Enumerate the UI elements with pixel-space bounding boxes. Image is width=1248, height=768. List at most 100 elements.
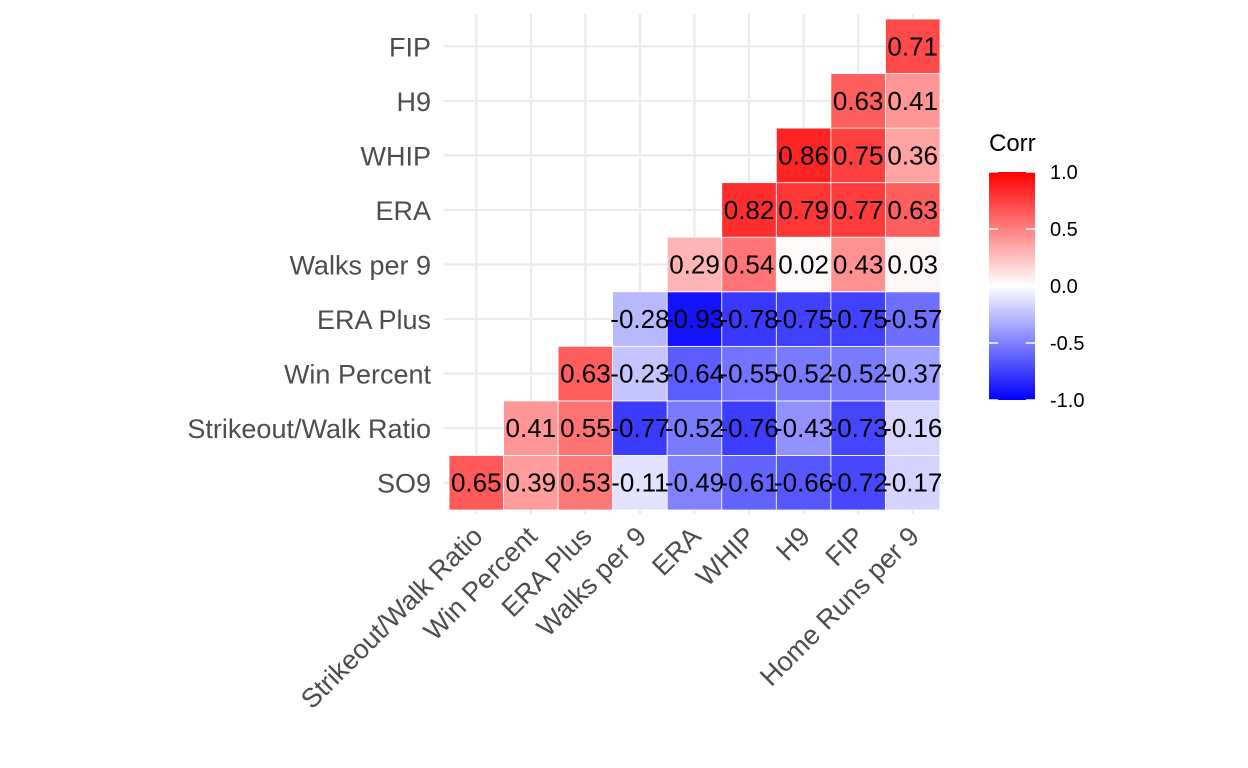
cell-value-label: 0.77 [833,195,884,225]
cell-value-label: -0.76 [719,413,778,443]
heatmap-cell [885,73,941,129]
cell-value-label: -0.72 [829,468,888,498]
cell-value-label: 0.82 [724,195,775,225]
cell-value-label: -0.73 [829,413,888,443]
heatmap-cell [666,400,723,456]
legend-tick-label: -0.5 [1050,333,1084,355]
heatmap-cell [885,400,941,456]
heatmap-cell [721,236,777,293]
cell-value-label: -0.37 [883,359,942,389]
legend-tick-label: 0.5 [1050,219,1078,241]
cell-value-label: 0.54 [724,250,775,280]
y-tick-label: ERA [375,196,431,226]
y-tick-label: H9 [396,87,431,117]
cell-value-label: -0.17 [883,468,942,498]
cell-value-label: -0.78 [719,304,778,334]
cell-value-label: -0.49 [665,468,724,498]
cell-value-label: -0.52 [829,359,888,389]
cell-value-label: -0.77 [610,413,669,443]
heatmap-cell [448,455,504,511]
cell-value-label: -0.23 [610,359,669,389]
heatmap-cell [721,455,777,511]
cell-value-label: 0.79 [778,195,829,225]
cell-value-label: -0.57 [883,304,942,334]
heatmap-cell [830,345,886,402]
cell-value-label: -0.61 [719,468,778,498]
heatmap-cell [775,400,832,456]
legend: Corr 1.0 0.5 0.0 -0.5 -1.0 [989,130,1084,412]
y-tick-label: WHIP [361,141,432,171]
heatmap-cells [448,18,941,511]
y-tick-label: Strikeout/Walk Ratio [187,414,431,444]
cell-value-label: 0.29 [669,250,720,280]
heatmap-cell [612,345,668,402]
cell-value-label: -0.16 [883,413,942,443]
cell-value-label: 0.63 [560,359,611,389]
heatmap-cell [721,182,777,238]
cell-value-label: -0.28 [610,304,669,334]
heatmap-cell [885,291,941,347]
heatmap-cell [885,18,941,74]
cell-value-label: 0.02 [778,250,829,280]
cell-value-label: -0.66 [774,468,833,498]
cell-value-label: -0.64 [665,359,724,389]
heatmap-cell [830,455,886,511]
y-tick-label: Walks per 9 [289,251,431,281]
cell-value-label: 0.86 [778,140,829,170]
cell-value-label: 0.43 [833,250,884,280]
cell-value-label: -0.52 [665,413,724,443]
y-tick-label: ERA Plus [317,305,431,335]
y-axis-labels: SO9 Strikeout/Walk Ratio Win Percent ERA Pl… [187,32,431,498]
heatmap-cell [885,455,941,511]
heatmap-cell [721,400,777,456]
heatmap-cell [721,345,777,402]
heatmap-cell [503,400,559,456]
legend-tick-label: 0.0 [1050,276,1078,298]
heatmap-cell [612,455,668,511]
legend-tick-label: -1.0 [1050,390,1084,412]
cell-value-label: -0.55 [719,359,778,389]
y-tick-label: Win Percent [284,360,432,390]
cell-value-label: -0.75 [774,304,833,334]
heatmap-cell [721,291,777,347]
heatmap-cell [612,291,668,347]
cell-value-label: 0.75 [833,140,884,170]
heatmap-cell [830,73,886,129]
x-tick-label: WHIP [690,521,761,592]
heatmap-cell [885,345,941,402]
heatmap-cell [666,345,723,402]
cell-value-label: -0.75 [829,304,888,334]
cell-value-label: 0.41 [506,413,557,443]
y-tick-label: FIP [389,32,431,62]
heatmap-cell [775,127,832,184]
heatmap-cell [612,400,668,456]
cell-labels: 0.65 0.39 0.53 -0.11-0.49-0.61-0.66-0.72-0.… [451,31,942,497]
legend-title: Corr [989,130,1036,157]
heatmap-cell [830,400,886,456]
cell-value-label: -0.43 [774,413,833,443]
cell-value-label: -0.52 [774,359,833,389]
heatmap-cell [666,236,723,293]
cell-value-label: -0.93 [665,304,724,334]
cell-value-label: 0.63 [833,86,884,116]
cell-value-label: 0.39 [506,468,557,498]
heatmap-cell [775,236,832,293]
cell-value-label: 0.03 [887,250,938,280]
cell-value-label: 0.53 [560,468,611,498]
cell-value-label: 0.63 [887,195,938,225]
heatmap-cell [830,291,886,347]
cell-value-label: 0.71 [887,31,938,61]
cell-value-label: -0.11 [611,468,668,498]
y-tick-label: SO9 [377,469,431,499]
cell-value-label: 0.41 [887,86,938,116]
cell-value-label: 0.55 [560,413,611,443]
heatmap-cell [775,345,832,402]
cell-value-label: 0.36 [887,140,938,170]
heatmap-cell [666,291,723,347]
heatmap-cell [557,345,614,402]
cell-value-label: 0.65 [451,468,502,498]
legend-tick-label: 1.0 [1050,162,1078,184]
x-tick-label: H9 [770,521,816,567]
